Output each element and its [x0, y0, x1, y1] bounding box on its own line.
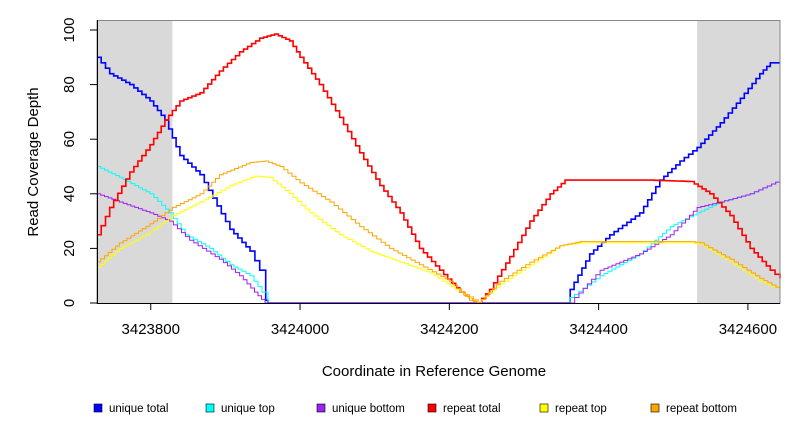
legend-swatch: [93, 403, 103, 413]
x-tick-label: 3424600: [719, 321, 777, 338]
series-line-repeat-top: [97, 175, 781, 304]
plot-box: [96, 20, 781, 304]
legend-item-unique-bottom: unique bottom: [316, 403, 405, 415]
series-line-unique-top: [97, 166, 781, 304]
y-tick-label: 60: [61, 131, 78, 148]
x-tick-label: 3424000: [271, 321, 329, 338]
legend-item-repeat-bottom: repeat bottom: [650, 403, 737, 415]
legend-swatch: [427, 403, 437, 413]
legend-swatch: [539, 403, 549, 413]
y-axis-label: Read Coverage Depth: [25, 87, 42, 236]
legend-item-unique-top: unique top: [205, 403, 275, 415]
legend-label: unique bottom: [332, 403, 405, 415]
series-lines: [97, 33, 781, 304]
y-tick-label: 0: [61, 299, 78, 307]
shaded-regions: [97, 20, 780, 304]
legend-item-unique-total: unique total: [93, 403, 168, 415]
legend-item-repeat-top: repeat top: [539, 403, 607, 415]
legend-label: repeat total: [443, 403, 501, 415]
legend-item-repeat-total: repeat total: [427, 403, 501, 415]
y-tick-label: 40: [61, 185, 78, 202]
x-tick-label: 3424200: [420, 321, 478, 338]
legend: unique total unique top unique bottom repea…: [93, 403, 737, 415]
y-tick-label: 100: [61, 17, 78, 42]
x-axis-ticks: 3423800 3424000 3424200 3424400 3424600: [122, 303, 777, 338]
series-line-repeat-total: [97, 33, 781, 304]
y-tick-label: 20: [61, 240, 78, 257]
shaded-region-1: [697, 20, 780, 304]
legend-swatch: [650, 403, 660, 413]
legend-label: unique top: [221, 403, 275, 415]
legend-label: unique total: [109, 403, 168, 415]
legend-swatch: [205, 403, 215, 413]
x-tick-label: 3423800: [122, 321, 180, 338]
legend-label: repeat bottom: [666, 403, 737, 415]
legend-swatch: [316, 403, 326, 413]
x-axis-label: Coordinate in Reference Genome: [322, 363, 546, 380]
legend-label: repeat top: [555, 403, 607, 415]
series-line-repeat-bottom: [97, 160, 781, 304]
y-axis-ticks: 0 20 40 60 80 100: [61, 17, 97, 307]
x-tick-label: 3424400: [569, 321, 627, 338]
y-tick-label: 80: [61, 76, 78, 93]
